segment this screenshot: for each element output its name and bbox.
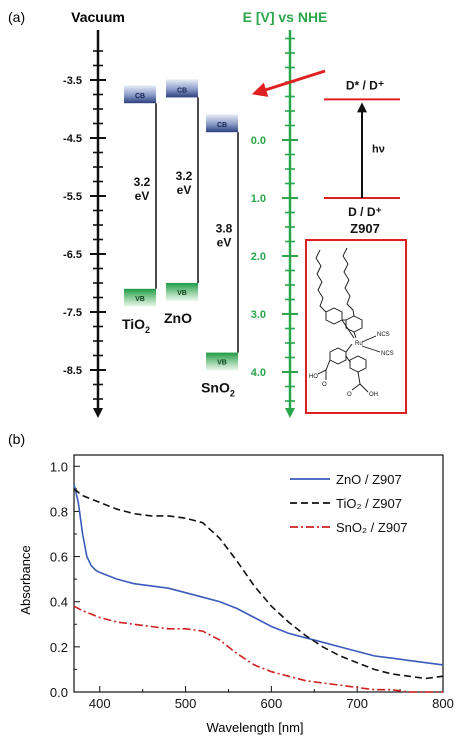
excited-state-label: D* / D⁺ — [346, 78, 384, 92]
svg-text:CB: CB — [217, 122, 227, 129]
vacuum-tick-label: -5.5 — [63, 191, 82, 203]
svg-text:VB: VB — [177, 290, 187, 297]
vacuum-tick-label: -7.5 — [63, 307, 82, 319]
vacuum-axis-arrow — [93, 408, 103, 418]
series-line-2 — [73, 488, 444, 680]
vacuum-axis-title: Vacuum — [71, 9, 125, 25]
band-sno2: CB VB 3.8eV SnO2 — [201, 114, 239, 399]
cooh-label-2: OH — [369, 392, 378, 398]
y-tick-label: 1.0 — [50, 459, 68, 474]
vacuum-tick-label: -6.5 — [63, 249, 82, 261]
y-axis-label: Absorbance — [18, 545, 33, 614]
valence-band — [166, 283, 198, 301]
x-tick-label: 800 — [432, 696, 454, 711]
cooh-label-1: HO — [309, 374, 318, 380]
x-tick-label: 600 — [261, 696, 283, 711]
z907-structure-icon — [315, 247, 381, 393]
ground-state-label: D / D⁺ — [348, 205, 382, 219]
carbonyl-label-2: O — [347, 392, 352, 398]
x-axis-label: Wavelength [nm] — [206, 720, 303, 735]
panel-b: (b) 400 500 600 700 800 0.0 0.2 0.4 0.6 0.8 1.0 ZnO… — [8, 431, 454, 735]
semiconductor-name: TiO2 — [122, 316, 150, 335]
conduction-band — [166, 79, 198, 98]
conduction-band — [124, 85, 156, 104]
legend: ZnO / Z907 TiO₂ / Z907 SnO₂ / Z907 — [290, 472, 408, 535]
nhe-tick-label: 4.0 — [251, 367, 266, 379]
vacuum-tick-label: -8.5 — [63, 365, 82, 377]
semiconductor-name: SnO2 — [201, 380, 235, 399]
x-tick-label: 700 — [346, 696, 368, 711]
vacuum-tick-label: -3.5 — [63, 75, 82, 87]
nhe-axis-title: E [V] vs NHE — [243, 9, 328, 25]
band-zno: CB VB 3.2eV ZnO — [164, 79, 199, 326]
legend-label: TiO₂ / Z907 — [336, 496, 402, 511]
panel-a: (a) Vacuum E [V] vs NHE -3.5 -4.5 -5.5 -6.5… — [8, 9, 407, 418]
svg-text:eV: eV — [135, 189, 150, 203]
semiconductor-name: ZnO — [164, 310, 192, 326]
svg-text:CB: CB — [135, 93, 145, 100]
nhe-tick-label: 0.0 — [251, 135, 266, 147]
svg-text:CB: CB — [177, 87, 187, 94]
panel-a-label: (a) — [8, 9, 25, 25]
svg-text:VB: VB — [217, 360, 227, 367]
ncs-label-1: NCS — [377, 332, 390, 338]
svg-text:3.2: 3.2 — [134, 175, 151, 189]
nhe-tick-label: 3.0 — [251, 309, 266, 321]
injection-arrow — [251, 69, 326, 97]
ncs-label-2: NCS — [381, 351, 394, 357]
y-tick-label: 0.2 — [50, 640, 68, 655]
y-tick-label: 0.4 — [50, 595, 68, 610]
plot-frame — [73, 454, 444, 693]
nhe-tick-label: 2.0 — [251, 251, 266, 263]
svg-text:VB: VB — [135, 296, 145, 303]
series-line-1 — [73, 484, 444, 666]
ru-atom-label: Ru — [355, 341, 363, 347]
nhe-tick-label: 1.0 — [251, 193, 266, 205]
dye-energy-levels: D* / D⁺ hν D / D⁺ Z907 — [324, 78, 400, 236]
y-tick-label: 0.0 — [50, 685, 68, 700]
svg-text:3.2: 3.2 — [176, 169, 193, 183]
svg-text:eV: eV — [177, 183, 192, 197]
dye-name-label: Z907 — [350, 221, 380, 236]
series-line-3 — [73, 605, 443, 693]
legend-label: SnO₂ / Z907 — [336, 520, 408, 535]
vacuum-axis: -3.5 -4.5 -5.5 -6.5 -7.5 -8.5 — [63, 30, 106, 418]
svg-text:3.8: 3.8 — [216, 221, 233, 235]
panel-b-label: (b) — [8, 431, 25, 447]
x-tick-label: 400 — [89, 696, 111, 711]
valence-band — [206, 352, 238, 371]
svg-text:eV: eV — [217, 235, 232, 249]
photon-energy-label: hν — [372, 144, 385, 156]
carbonyl-label-1: O — [322, 382, 327, 388]
band-tio2: CB VB 3.2eV TiO2 — [122, 85, 157, 335]
nhe-axis: 0.0 1.0 2.0 3.0 4.0 — [251, 30, 298, 418]
y-tick-label: 0.6 — [50, 550, 68, 565]
vacuum-tick-label: -4.5 — [63, 133, 82, 145]
nhe-axis-arrow — [285, 408, 295, 418]
legend-label: ZnO / Z907 — [336, 472, 402, 487]
z907-structure-box — [305, 239, 407, 414]
y-tick-label: 0.8 — [50, 504, 68, 519]
valence-band — [124, 288, 156, 307]
absorbance-chart: 400 500 600 700 800 0.0 0.2 0.4 0.6 0.8 1.0 ZnO / Z… — [50, 454, 454, 711]
x-tick-label: 500 — [175, 696, 197, 711]
conduction-band — [206, 114, 238, 133]
